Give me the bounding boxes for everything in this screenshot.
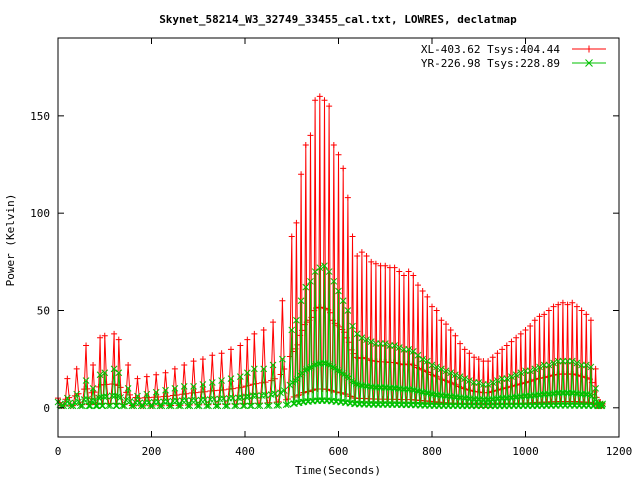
x-tick-label: 0 <box>55 445 62 458</box>
legend-swatch-marker <box>585 45 593 53</box>
y-tick-label: 0 <box>43 402 50 415</box>
x-axis-label: Time(Seconds) <box>295 464 381 477</box>
y-axis-label: Power (Kelvin) <box>4 194 17 287</box>
x-tick-label: 600 <box>329 445 349 458</box>
x-tick-label: 1200 <box>606 445 633 458</box>
y-tick-label: 150 <box>30 110 50 123</box>
x-tick-label: 400 <box>235 445 255 458</box>
x-tick-label: 800 <box>422 445 442 458</box>
chart-title: Skynet_58214_W3_32749_33455_cal.txt, LOW… <box>159 13 517 26</box>
plot-series <box>54 93 606 410</box>
legend-label: XL-403.62 Tsys:404.44 <box>421 43 560 56</box>
x-tick-label: 1000 <box>512 445 539 458</box>
legend-swatch-marker <box>585 59 593 67</box>
axes: 0 200 400 600 800 1000 1200 0 50 100 150 <box>30 38 632 458</box>
x-tick-label: 200 <box>142 445 162 458</box>
legend-label: YR-226.98 Tsys:228.89 <box>421 57 560 70</box>
y-tick-label: 100 <box>30 207 50 220</box>
y-tick-label: 50 <box>37 304 50 317</box>
